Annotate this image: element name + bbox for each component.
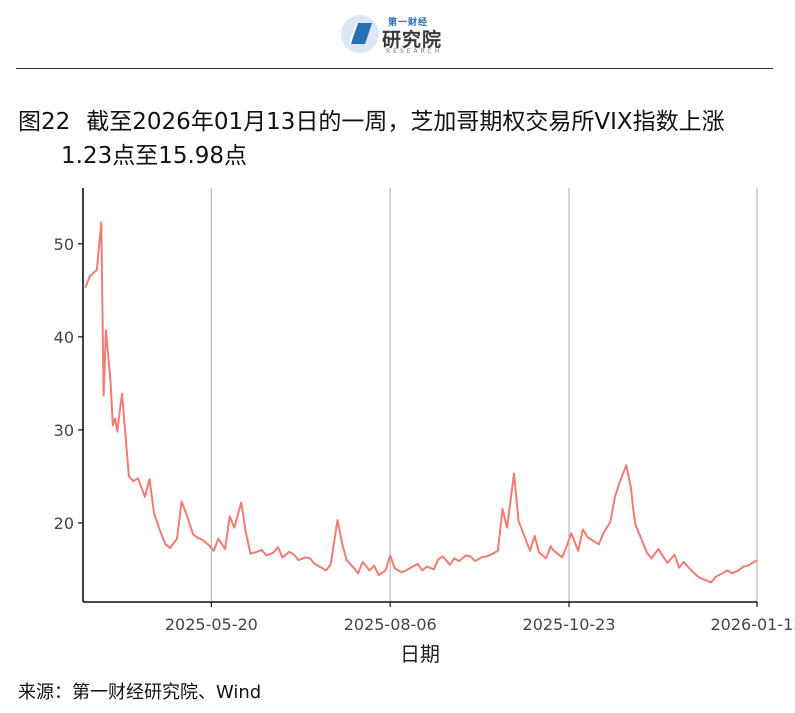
y-tick-label-1: 30 <box>54 421 74 440</box>
x-tick-label-1: 2025-08-06 <box>344 615 437 634</box>
logo-book-icon <box>341 15 379 53</box>
logo-sub-text: RESEARCH <box>386 48 443 55</box>
x-axis-title: 日期 <box>400 642 440 666</box>
y-tick-label-3: 50 <box>54 235 74 254</box>
header-divider <box>16 68 773 69</box>
logo-main-text: 研究院 <box>382 29 443 51</box>
x-tick-label-0: 2025-05-20 <box>165 615 258 634</box>
x-tick-label-3: 2026-01-13 <box>711 615 795 634</box>
y-tick-label-2: 40 <box>54 328 74 347</box>
brand-logo: 第一财经 研究院 RESEARCH <box>338 6 458 58</box>
figure-title: 图22 截至2026年01月13日的一周，芝加哥期权交易所VIX指数上涨 1.23… <box>18 105 788 173</box>
logo-top-text: 第一财经 <box>388 18 429 28</box>
figure-number: 图22 <box>18 109 71 135</box>
y-tick-label-0: 20 <box>54 514 74 533</box>
source-note: 来源：第一财经研究院、Wind <box>18 682 262 703</box>
series-line-0 <box>84 221 758 584</box>
figure-title-line1: 截至2026年01月13日的一周，芝加哥期权交易所VIX指数上涨 <box>86 109 725 135</box>
x-tick-label-2: 2025-10-23 <box>523 615 616 634</box>
figure-title-line2: 1.23点至15.98点 <box>61 143 248 169</box>
